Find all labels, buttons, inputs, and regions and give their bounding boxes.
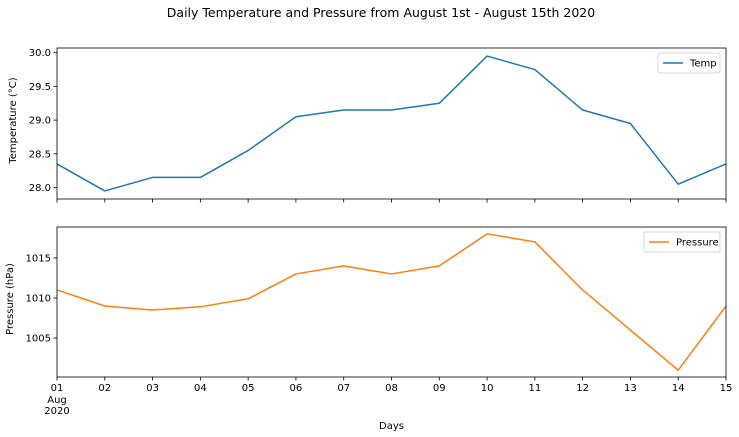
series-line-temp [56, 55, 727, 192]
y-axis-label: Pressure (hPa) [5, 263, 16, 335]
data-point [677, 183, 679, 185]
x-tick-label: 09 [433, 383, 446, 394]
data-point [629, 122, 631, 124]
x-tick-label: 15 [720, 383, 733, 394]
data-point [581, 109, 583, 111]
y-tick-label: 28.0 [29, 183, 51, 194]
data-point [534, 241, 536, 243]
data-point [486, 55, 488, 57]
y-axis-label: Temperature (°C) [8, 77, 19, 164]
data-point [151, 176, 153, 178]
x-tick-sublabel: 2020 [44, 406, 69, 417]
x-tick-label: 14 [672, 383, 685, 394]
plot-frame [56, 226, 727, 378]
data-point [295, 273, 297, 275]
x-tick-label: 13 [624, 383, 637, 394]
data-point [390, 273, 392, 275]
y-tick-label: 1010 [26, 293, 51, 304]
y-tick-label: 1005 [26, 334, 51, 345]
y-tick-label: 1015 [26, 253, 51, 264]
legend-box [657, 52, 721, 74]
plot-frame [56, 47, 727, 200]
data-point [247, 149, 249, 151]
legend-box [643, 231, 721, 253]
x-tick-label: 12 [576, 383, 589, 394]
data-point [438, 265, 440, 267]
data-point [247, 298, 249, 300]
data-point [343, 265, 345, 267]
data-point [151, 309, 153, 311]
legend-label: Pressure [676, 238, 719, 249]
x-tick-label: 03 [146, 383, 159, 394]
y-tick-label: 29.0 [29, 116, 51, 127]
series-line-pressure [56, 233, 727, 371]
x-tick-sublabel: Aug [47, 395, 67, 406]
y-tick-label: 30.0 [29, 48, 51, 59]
data-point [199, 176, 201, 178]
data-point [343, 109, 345, 111]
data-point [295, 116, 297, 118]
x-tick-label: 01 [51, 383, 64, 394]
y-tick-label: 29.5 [29, 82, 51, 93]
data-point [486, 233, 488, 235]
data-point [677, 369, 679, 371]
x-axis-label: Days [379, 421, 404, 432]
chart-title: Daily Temperature and Pressure from Augu… [167, 5, 595, 20]
data-point [390, 109, 392, 111]
x-tick-label: 02 [98, 383, 111, 394]
data-point [438, 102, 440, 104]
data-point [104, 190, 106, 192]
legend-label: Temp [689, 59, 717, 70]
x-tick-label: 10 [481, 383, 494, 394]
data-point [534, 68, 536, 70]
x-tick-label: 07 [337, 383, 350, 394]
data-point [581, 289, 583, 291]
x-tick-label: 04 [194, 383, 207, 394]
temperature-panel: 28.0 28.5 29.0 29.5 30.0 Temperature (°C) Temp [8, 47, 727, 203]
data-point [629, 329, 631, 331]
data-point [199, 306, 201, 308]
x-tick-label: 11 [528, 383, 541, 394]
x-tick-label: 06 [290, 383, 303, 394]
data-point [104, 305, 106, 307]
x-tick-label: 05 [242, 383, 255, 394]
x-tick-label: 08 [385, 383, 398, 394]
y-tick-label: 28.5 [29, 149, 51, 160]
